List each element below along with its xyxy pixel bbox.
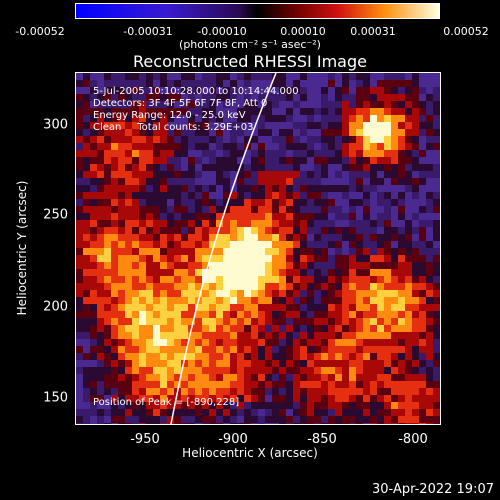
solar-limb-line	[170, 73, 277, 424]
colorbar-tick: 0.00010	[280, 25, 326, 38]
plot-title: Reconstructed RHESSI Image	[133, 52, 367, 71]
colorbar-tick: 0.00031	[350, 25, 396, 38]
energy-range: Energy Range: 12.0 - 25.0 keV	[93, 110, 246, 121]
x-tick: -850	[307, 432, 337, 447]
colorbar-tick: -0.00031	[123, 25, 173, 38]
y-tick: 250	[43, 207, 68, 223]
image-heatmap	[76, 73, 440, 424]
colorbar-tick: -0.00052	[15, 25, 65, 38]
detectors: Detectors: 3F 4F 5F 6F 7F 8F, Att 0	[93, 98, 268, 109]
x-tick: -950	[130, 432, 160, 447]
y-tick: 300	[43, 117, 68, 133]
peak-position: Position of Peak = [-890,228]	[93, 397, 240, 408]
y-tick: 150	[43, 390, 68, 406]
colorbar-tick: 0.00052	[443, 25, 489, 38]
colorbar	[75, 3, 440, 19]
timestamp-footer: 30-Apr-2022 19:07	[372, 482, 494, 497]
colorbar-tick: -0.00010	[197, 25, 247, 38]
annotation-block: 5-Jul-2005 10:10:28.000 to 10:14:44.000 D…	[93, 86, 299, 134]
x-tick: -900	[218, 432, 248, 447]
colorbar-units: (photons cm⁻² s⁻¹ asec⁻²)	[179, 38, 321, 51]
time-range: 5-Jul-2005 10:10:28.000 to 10:14:44.000	[93, 86, 299, 97]
y-tick: 200	[43, 299, 68, 315]
x-tick: -800	[398, 432, 428, 447]
y-axis-label: Heliocentric Y (arcsec)	[15, 180, 29, 316]
x-axis-label: Heliocentric X (arcsec)	[182, 446, 318, 460]
clean-counts: Clean Total counts: 3.29E+03	[93, 122, 254, 133]
colorbar-gradient	[76, 4, 439, 18]
rhessi-image	[75, 72, 441, 425]
